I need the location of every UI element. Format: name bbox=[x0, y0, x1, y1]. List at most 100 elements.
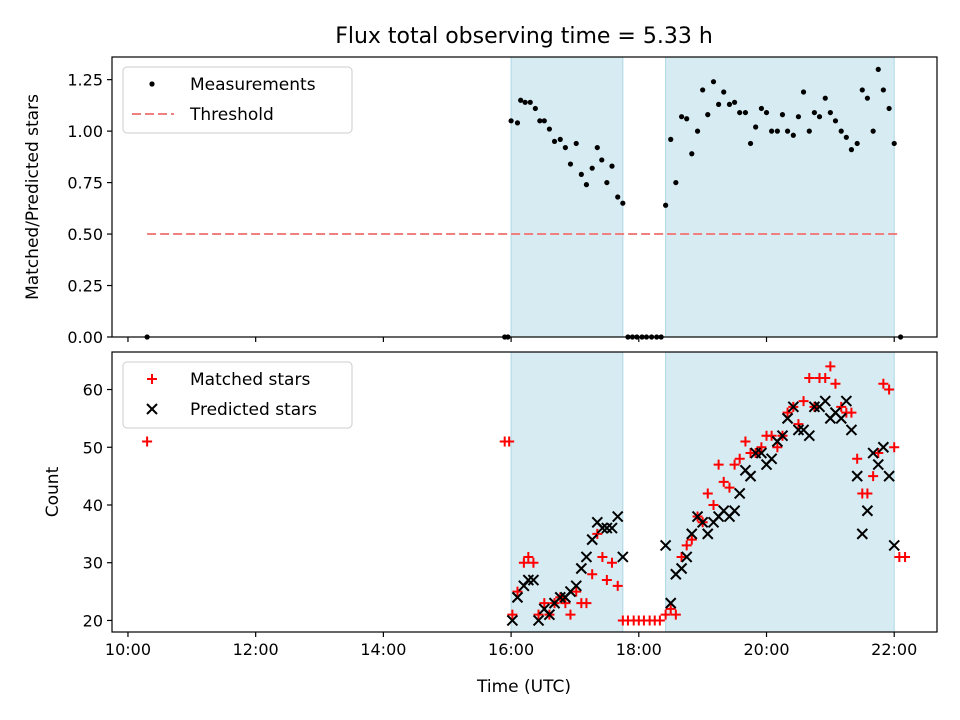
point-top-0-51 bbox=[753, 124, 759, 130]
point-top-0-47 bbox=[731, 99, 738, 105]
point-top-0-60 bbox=[800, 89, 807, 95]
point-bottom-0-9 bbox=[539, 598, 550, 609]
point-top-0-73 bbox=[870, 128, 876, 134]
point-bottom-0-3 bbox=[507, 609, 518, 620]
point-bottom-1-57 bbox=[845, 424, 858, 436]
point-bottom-1-12 bbox=[570, 580, 582, 592]
point-top-0-9 bbox=[537, 118, 543, 124]
point-top-0-71 bbox=[859, 87, 865, 93]
y-axis-label-top: Matched/Predicted stars bbox=[23, 94, 43, 300]
point-bottom-0-75 bbox=[889, 442, 900, 453]
point-bottom-1-7 bbox=[543, 608, 556, 621]
point-bottom-0-46 bbox=[734, 453, 745, 464]
point-bottom-1-14 bbox=[580, 551, 593, 563]
point-top-0-5 bbox=[518, 97, 524, 103]
point-top-0-3 bbox=[508, 118, 514, 124]
x-tick-label-1: 12:00 bbox=[233, 640, 279, 659]
point-bottom-0-64 bbox=[830, 378, 841, 389]
point-bottom-0-14 bbox=[565, 609, 576, 620]
legend-label-bottom-0: Matched stars bbox=[190, 370, 310, 390]
point-bottom-1-60 bbox=[861, 505, 874, 517]
point-bottom-0-36 bbox=[681, 540, 692, 551]
x-tick-label-0: 10:00 bbox=[105, 640, 151, 659]
point-bottom-0-35 bbox=[676, 551, 687, 562]
point-bottom-0-19 bbox=[592, 528, 603, 539]
point-top-0-49 bbox=[742, 109, 749, 116]
y-axis-label-bottom: Count bbox=[43, 466, 63, 517]
y-tick-label-bottom-4: 60 bbox=[83, 381, 103, 400]
point-bottom-0-70 bbox=[862, 488, 873, 499]
point-bottom-0-72 bbox=[873, 448, 884, 459]
legend-box-bottom bbox=[122, 361, 353, 429]
y-tick-label-top-2: 0.50 bbox=[67, 225, 103, 244]
observing-window-bottom-1 bbox=[665, 351, 895, 633]
point-top-0-34 bbox=[663, 202, 669, 208]
point-top-0-19 bbox=[589, 165, 595, 171]
y-tick-label-top-3: 0.75 bbox=[67, 174, 103, 193]
point-top-0-41 bbox=[700, 87, 706, 93]
point-bottom-1-1 bbox=[511, 591, 524, 604]
point-bottom-0-33 bbox=[665, 603, 676, 614]
legend-box-top bbox=[122, 66, 353, 134]
point-top-0-11 bbox=[546, 126, 553, 132]
point-bottom-0-71 bbox=[868, 471, 879, 482]
point-top-0-54 bbox=[769, 128, 775, 134]
point-bottom-1-62 bbox=[872, 458, 884, 471]
x-tick-label-2: 14:00 bbox=[360, 640, 406, 659]
point-bottom-0-7 bbox=[528, 557, 539, 568]
point-bottom-0-40 bbox=[702, 488, 713, 499]
top-panel: 0.00 0.25 0.50 0.75 1.00 1.25 Measurements Thre… bbox=[67, 56, 938, 347]
chart-title: Flux total observing time = 5.33 h bbox=[335, 24, 713, 49]
point-top-0-40 bbox=[694, 128, 701, 134]
point-bottom-0-65 bbox=[836, 401, 847, 412]
y-tick-label-bottom-2: 40 bbox=[83, 496, 103, 515]
point-bottom-1-13 bbox=[575, 562, 588, 575]
point-top-0-20 bbox=[594, 144, 600, 151]
point-bottom-0-6 bbox=[523, 551, 534, 562]
point-top-0-8 bbox=[532, 105, 538, 112]
point-top-0-38 bbox=[684, 116, 690, 122]
point-top-0-53 bbox=[763, 109, 770, 116]
legend-label-top-1: Threshold bbox=[189, 105, 274, 125]
point-top-0-24 bbox=[615, 194, 621, 200]
point-top-0-15 bbox=[567, 161, 574, 167]
x-tick-label-4: 18:00 bbox=[616, 640, 662, 659]
point-bottom-1-65 bbox=[888, 539, 900, 552]
point-top-0-36 bbox=[673, 179, 679, 186]
point-bottom-0-73 bbox=[878, 378, 889, 389]
point-bottom-0-77 bbox=[900, 551, 911, 562]
point-bottom-1-56 bbox=[840, 395, 853, 407]
point-bottom-0-32 bbox=[660, 609, 671, 620]
point-top-0-35 bbox=[668, 136, 674, 142]
point-bottom-1-38 bbox=[744, 470, 757, 482]
point-bottom-0-53 bbox=[772, 442, 783, 453]
legend-label-top-0: Measurements bbox=[190, 75, 316, 95]
point-bottom-0-20 bbox=[597, 551, 608, 562]
point-top-0-22 bbox=[604, 179, 610, 186]
point-bottom-1-64 bbox=[883, 470, 895, 482]
point-bottom-1-40 bbox=[755, 447, 768, 459]
point-top-0-72 bbox=[864, 95, 870, 101]
point-bottom-0-17 bbox=[581, 598, 592, 609]
point-bottom-0-63 bbox=[825, 361, 836, 372]
point-top-0-14 bbox=[562, 144, 568, 151]
point-bottom-1-46 bbox=[787, 401, 800, 413]
point-top-0-77 bbox=[891, 140, 897, 147]
x-axis-label: Time (UTC) bbox=[476, 677, 571, 697]
point-top-0-16 bbox=[573, 140, 579, 147]
y-tick-label-bottom-0: 20 bbox=[83, 611, 103, 630]
point-bottom-0-43 bbox=[718, 476, 729, 487]
point-top-0-58 bbox=[790, 132, 796, 138]
point-top-0-23 bbox=[609, 163, 615, 169]
point-top-0-17 bbox=[578, 171, 584, 177]
legend-top: Measurements Threshold bbox=[122, 66, 353, 134]
point-bottom-1-30 bbox=[702, 528, 714, 540]
observing-window-top-1 bbox=[665, 56, 895, 338]
point-top-0-13 bbox=[557, 136, 563, 142]
point-top-0-74 bbox=[875, 66, 881, 72]
point-bottom-0-67 bbox=[846, 407, 857, 418]
point-bottom-0-2 bbox=[504, 436, 515, 447]
observing-window-bottom-0 bbox=[510, 351, 624, 633]
point-top-0-64 bbox=[822, 95, 828, 101]
point-bottom-0-47 bbox=[740, 436, 751, 447]
